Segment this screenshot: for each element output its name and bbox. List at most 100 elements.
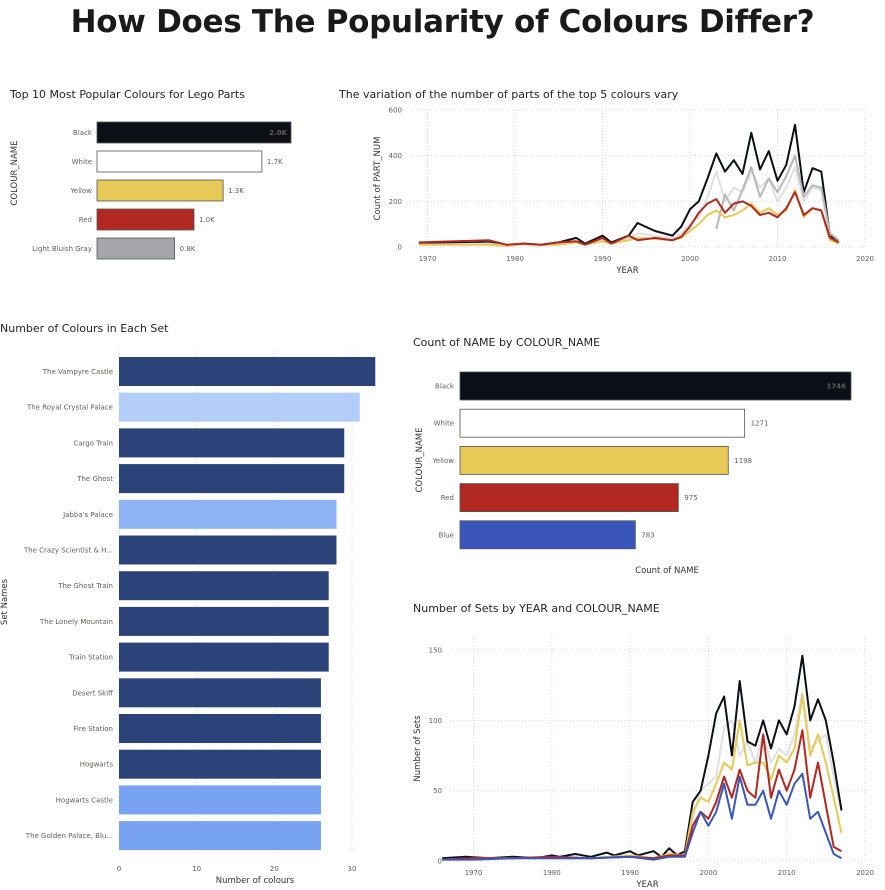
y-tick-label: 100	[429, 717, 442, 725]
parts-by-year-chart[interactable]: 0 200 400 600 1970 1980 1990 2000 2010 2020 YEAR Co…	[330, 100, 880, 280]
name-count-data-label: 783	[641, 531, 654, 539]
y-axis-label: Set Names	[0, 578, 10, 625]
x-axis-label: Number of colours	[216, 876, 295, 886]
top10-data-label: 1.0K	[199, 216, 215, 224]
series-line-blue	[442, 772, 842, 861]
top10-data-label: 1.7K	[267, 158, 283, 166]
name-count-data-label: 975	[684, 494, 697, 502]
set-bar	[119, 821, 321, 851]
name-count-bar	[459, 371, 852, 401]
name-count-bar	[459, 446, 729, 475]
colour-category-label: Blue	[439, 531, 455, 539]
y-tick-label: 0	[398, 244, 402, 252]
top10-category-label: Black	[73, 129, 93, 137]
y-tick-label: 600	[389, 107, 402, 115]
top10-bar	[96, 150, 263, 173]
x-tick-label: 1990	[594, 255, 612, 263]
x-axis-label: YEAR	[615, 266, 638, 276]
set-bar	[119, 535, 337, 565]
parts-by-year-title: The variation of the number of parts of …	[339, 88, 679, 101]
set-name-label: The Royal Crystal Palace	[26, 404, 113, 412]
set-name-label: Train Station	[68, 654, 113, 662]
set-name-label: Cargo Train	[73, 439, 113, 447]
name-count-data-label: 1746	[827, 383, 847, 391]
set-name-label: The Ghost	[76, 475, 113, 483]
x-tick-label: 2020	[856, 255, 874, 263]
set-bar	[119, 642, 329, 672]
sets-by-year-chart[interactable]: 0 50 100 150 1970 1980 1990 2000 2010 2020 YEAR Num…	[405, 625, 880, 890]
colour-category-label: Yellow	[431, 457, 454, 465]
set-bar	[119, 785, 321, 815]
x-tick-label: 30	[348, 865, 357, 873]
y-tick-label: 150	[429, 647, 442, 655]
set-name-label: Hogwarts Castle	[56, 796, 113, 804]
name-count-bar	[459, 520, 636, 550]
colours-per-set-title: Number of Colours in Each Set	[0, 322, 169, 335]
y-tick-label: 0	[438, 858, 442, 866]
top10-data-label: 2.0K	[269, 129, 287, 137]
name-count-data-label: 1271	[751, 420, 769, 428]
series-line-black	[418, 123, 840, 247]
top10-bar	[96, 179, 224, 202]
top10-bar	[96, 121, 292, 144]
top10-category-label: Light Bluish Gray	[32, 245, 92, 253]
set-name-label: The Ghost Train	[57, 582, 113, 590]
x-tick-label: 2010	[769, 255, 787, 263]
top10-data-label: 1.3K	[228, 187, 244, 195]
set-name-label: The Vampyre Castle	[42, 368, 113, 376]
top10-category-label: Yellow	[69, 187, 92, 195]
set-bar	[119, 606, 329, 636]
x-tick-label: 2000	[681, 255, 699, 263]
set-name-label: Jabba's Palace	[62, 511, 113, 519]
set-name-label: Hogwarts	[80, 761, 114, 769]
x-tick-label: 1990	[621, 869, 639, 877]
y-axis-label: Count of PART_NUM	[373, 137, 383, 221]
x-axis-label: Count of NAME	[635, 566, 699, 576]
top10-chart[interactable]: COLOUR_NAME Black 2.0K White 1.7K Yellow 1.3K R…	[0, 108, 320, 268]
x-tick-label: 1970	[419, 255, 437, 263]
x-tick-label: 20	[270, 865, 279, 873]
set-name-label: The Lonely Mountain	[39, 618, 113, 626]
set-bar	[119, 428, 345, 458]
colour-category-label: White	[434, 420, 454, 428]
top10-category-label: Red	[79, 216, 92, 224]
set-bar	[119, 571, 329, 601]
set-bar	[119, 714, 321, 743]
top10-title: Top 10 Most Popular Colours for Lego Par…	[10, 88, 245, 101]
set-name-label: Fire Station	[73, 725, 113, 733]
name-count-data-label: 1198	[734, 457, 752, 465]
colour-category-label: Black	[435, 383, 455, 391]
top10-ylabel: COLOUR_NAME	[10, 140, 20, 205]
top10-bar	[96, 208, 195, 231]
set-bar	[119, 749, 321, 779]
name-count-chart[interactable]: COLOUR_NAME Count of NAME Black 1746 White 12…	[405, 360, 880, 580]
set-bar	[119, 678, 321, 708]
y-tick-label: 200	[389, 198, 402, 206]
x-tick-label: 1970	[465, 869, 483, 877]
x-tick-label: 0	[117, 865, 121, 873]
sets-by-year-title: Number of Sets by YEAR and COLOUR_NAME	[413, 602, 660, 615]
name-count-bar	[459, 408, 746, 438]
top10-category-label: White	[72, 158, 92, 166]
y-tick-label: 400	[389, 152, 402, 160]
name-count-title: Count of NAME by COLOUR_NAME	[413, 336, 601, 349]
set-name-label: The Golden Palace, Blu...	[25, 832, 113, 840]
x-tick-label: 2010	[778, 869, 796, 877]
y-axis-label: COLOUR_NAME	[415, 427, 425, 492]
x-tick-label: 2020	[856, 869, 874, 877]
top10-bar	[96, 237, 175, 260]
y-tick-label: 50	[433, 787, 442, 795]
x-tick-label: 10	[192, 865, 201, 873]
x-tick-label: 2000	[699, 869, 717, 877]
page-title: How Does The Popularity of Colours Diffe…	[70, 4, 815, 40]
x-tick-label: 1980	[543, 869, 561, 877]
colour-category-label: Red	[441, 494, 454, 502]
name-count-bar	[459, 483, 679, 512]
y-axis-label: Number of Sets	[413, 715, 423, 782]
colours-per-set-chart[interactable]: 0 10 20 30 Number of colours Set Names The Vam…	[0, 340, 400, 890]
set-bar	[119, 464, 345, 494]
top10-data-label: 0.8K	[180, 245, 196, 253]
x-tick-label: 1980	[506, 255, 524, 263]
set-name-label: The Crazy Scientist & H...	[23, 547, 113, 555]
set-bar	[119, 499, 337, 529]
